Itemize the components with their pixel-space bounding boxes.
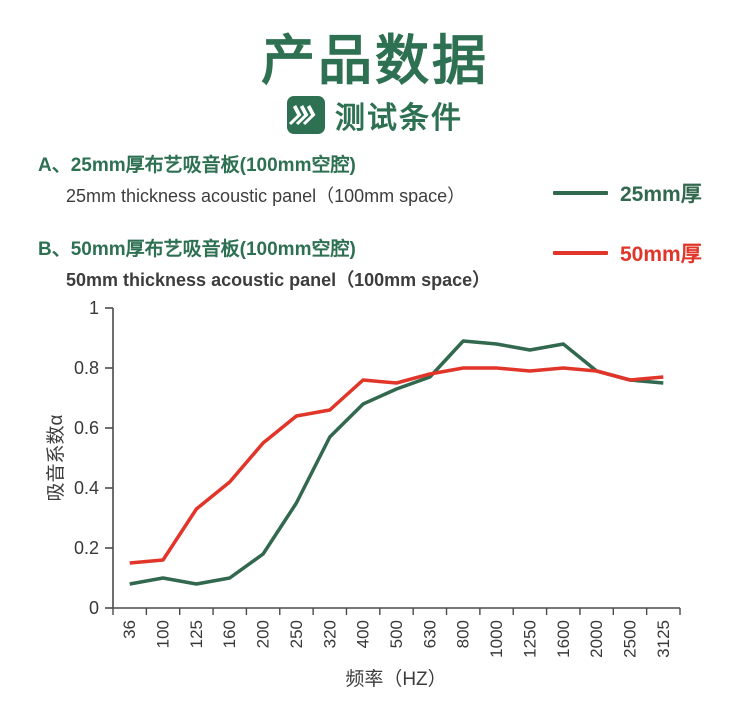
y-tick-label: 0.4	[74, 478, 99, 498]
x-tick-label: 125	[187, 620, 206, 648]
legend-item-50mm: 50mm厚	[553, 238, 733, 268]
x-tick-label: 320	[320, 620, 339, 648]
x-tick-label: 800	[454, 620, 473, 648]
page-title: 产品数据	[261, 31, 489, 91]
series-line-25mm厚	[129, 339, 664, 586]
spec-a-english: 25mm thickness acoustic panel（100mm spac…	[66, 186, 466, 206]
spec-b-chinese: B、50mm厚布艺吸音板(100mm空腔)	[38, 239, 356, 260]
y-axis-title: 吸音系数α	[45, 414, 67, 501]
spec-a-chinese: A、25mm厚布艺吸音板(100mm空腔)	[38, 155, 356, 176]
chart-legend: 25mm厚 50mm厚	[553, 178, 733, 298]
y-tick-label: 0.6	[74, 418, 99, 438]
spec-item-b: B、50mm厚布艺吸音板(100mm空腔) 50mm thickness aco…	[38, 234, 538, 292]
spec-b-english: 50mm thickness acoustic panel（100mm spac…	[66, 270, 491, 290]
subtitle: 测试条件	[335, 102, 463, 135]
x-tick-label: 1250	[520, 620, 539, 658]
legend-label-50mm: 50mm厚	[620, 243, 702, 266]
x-tick-label: 200	[254, 620, 273, 648]
y-tick-label: 1	[89, 298, 99, 318]
x-tick-label: 3125	[654, 620, 673, 658]
x-tick-label: 1600	[554, 620, 573, 658]
triple-chevron-icon	[287, 96, 325, 134]
y-tick-label: 0	[89, 598, 99, 618]
x-tick-label: 160	[220, 620, 239, 648]
legend-swatch-25mm-icon	[553, 191, 608, 195]
x-tick-label: 2000	[587, 620, 606, 658]
series-line-50mm厚	[129, 366, 664, 565]
x-tick-label: 400	[354, 620, 373, 648]
x-tick-label: 630	[420, 620, 439, 648]
x-tick-label: 250	[287, 620, 306, 648]
y-tick-label: 0.2	[74, 538, 99, 558]
spec-item-a: A、25mm厚布艺吸音板(100mm空腔) 25mm thickness aco…	[38, 150, 538, 208]
legend-item-25mm: 25mm厚	[553, 178, 733, 208]
legend-swatch-50mm-icon	[553, 251, 608, 255]
x-tick-label: 2500	[620, 620, 639, 658]
x-tick-label: 1000	[487, 620, 506, 658]
subtitle-row: 测试条件	[0, 93, 750, 137]
x-tick-label: 100	[154, 620, 173, 648]
spec-list: A、25mm厚布艺吸音板(100mm空腔) 25mm thickness aco…	[38, 150, 538, 318]
plot-area: 0 0.2 0.4 0.6 0.8 1 36 100 125 160 200 250 320 400 500…	[74, 298, 681, 658]
x-axis-title: 频率（HZ）	[345, 668, 446, 690]
legend-label-25mm: 25mm厚	[620, 183, 702, 206]
x-tick-label: 500	[387, 620, 406, 648]
absorption-line-chart: 吸音系数α 频率（HZ） 0 0.2 0.4 0.6 0.8 1 36 100 125 160 20…	[45, 298, 681, 690]
x-tick-label: 36	[120, 620, 139, 639]
y-tick-label: 0.8	[74, 358, 99, 378]
